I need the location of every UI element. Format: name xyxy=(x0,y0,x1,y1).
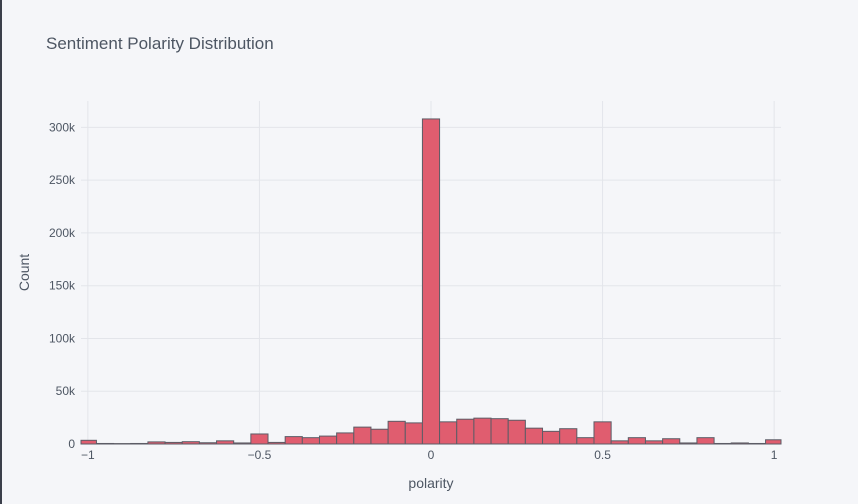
histogram-bar[interactable] xyxy=(747,442,767,445)
x-tick-label: 0 xyxy=(428,448,435,462)
histogram-bar[interactable] xyxy=(576,437,595,445)
histogram-bar[interactable] xyxy=(439,421,458,445)
y-axis-title: Count xyxy=(16,254,32,291)
histogram-bar[interactable] xyxy=(542,430,561,445)
histogram-bar[interactable] xyxy=(524,427,544,445)
histogram-bar[interactable] xyxy=(730,442,749,445)
y-tick-label: 250k xyxy=(49,173,76,187)
y-axis-ticks: 0 50k 100k 150k 200k 250k 300k xyxy=(49,120,76,451)
histogram-bar[interactable] xyxy=(284,436,303,445)
x-tick-label: −1 xyxy=(81,448,95,462)
histogram-bar[interactable] xyxy=(404,422,423,445)
y-tick-label: 200k xyxy=(49,226,76,240)
histogram-bar[interactable] xyxy=(164,441,183,445)
x-axis-title: polarity xyxy=(408,475,453,491)
histogram-bar[interactable] xyxy=(679,442,698,445)
y-tick-label: 300k xyxy=(49,120,76,134)
histogram-bar[interactable] xyxy=(370,428,389,445)
chart-title: Sentiment Polarity Distribution xyxy=(46,34,274,53)
histogram-bar[interactable] xyxy=(318,435,338,445)
y-tick-label: 0 xyxy=(68,437,75,451)
histogram-bar[interactable] xyxy=(507,419,526,445)
histogram-bar[interactable] xyxy=(216,440,235,445)
x-tick-label: 0.5 xyxy=(594,448,611,462)
histogram-bar[interactable] xyxy=(301,437,320,445)
x-tick-label: 1 xyxy=(771,448,778,462)
histogram-bar[interactable] xyxy=(662,438,681,445)
window-edge xyxy=(0,0,2,504)
histogram-bar[interactable] xyxy=(713,442,732,445)
histogram-bar[interactable] xyxy=(95,442,115,445)
histogram-bar[interactable] xyxy=(147,441,166,445)
histogram-bar[interactable] xyxy=(559,428,578,445)
histogram-bar[interactable] xyxy=(456,418,475,445)
x-tick-label: −0.5 xyxy=(248,448,272,462)
histogram-bar[interactable] xyxy=(593,421,612,445)
y-tick-label: 150k xyxy=(49,279,76,293)
histogram-bar[interactable] xyxy=(610,440,629,445)
histogram-bar[interactable] xyxy=(765,439,782,445)
histogram-bar[interactable] xyxy=(644,440,664,445)
histogram-bar[interactable] xyxy=(627,437,646,445)
histogram-bar[interactable] xyxy=(198,442,218,445)
x-axis-ticks: −1 −0.5 0 0.5 1 xyxy=(81,448,778,462)
histogram-bar[interactable] xyxy=(181,441,200,445)
histogram-bar[interactable] xyxy=(80,439,97,445)
histogram-bar[interactable] xyxy=(473,417,492,445)
histogram-bar[interactable] xyxy=(336,432,355,445)
histogram-bar[interactable] xyxy=(421,118,441,445)
histogram-bar[interactable] xyxy=(267,441,286,445)
y-tick-label: 50k xyxy=(56,384,76,398)
histogram-bar[interactable] xyxy=(233,442,252,445)
y-tick-label: 100k xyxy=(49,331,76,345)
histogram-bars xyxy=(80,118,782,445)
histogram-bar[interactable] xyxy=(696,437,715,445)
histogram-bar[interactable] xyxy=(353,426,372,445)
histogram-bar[interactable] xyxy=(250,433,269,445)
histogram-bar[interactable] xyxy=(490,418,509,445)
histogram-bar[interactable] xyxy=(387,420,406,445)
histogram-bar[interactable] xyxy=(130,442,149,445)
